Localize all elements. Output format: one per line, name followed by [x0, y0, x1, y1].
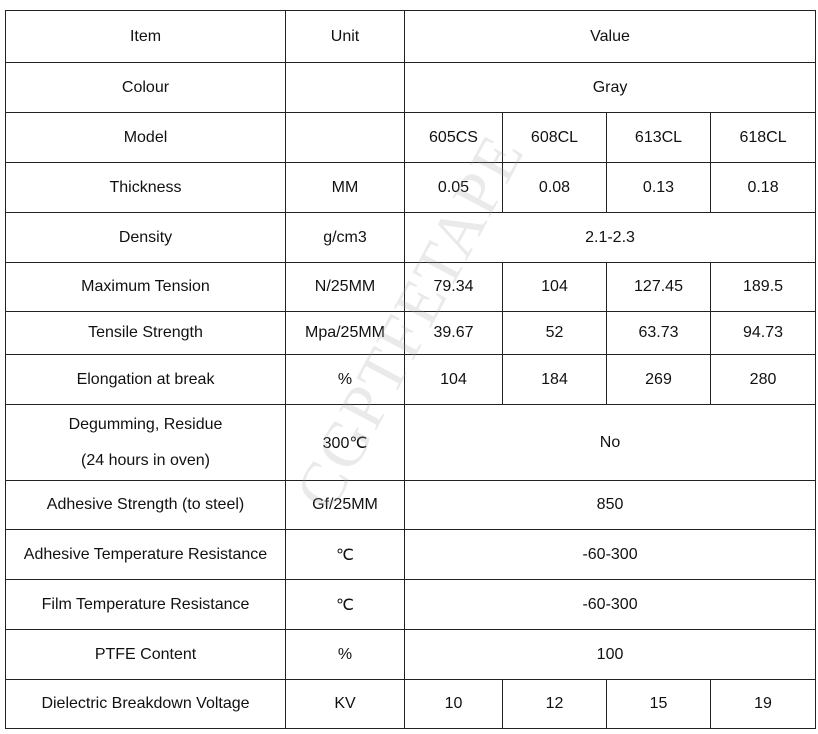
cell: No	[403, 404, 817, 481]
cell: Gf/25MM	[285, 480, 405, 530]
cell: g/cm3	[285, 212, 405, 263]
row: Adhesive Temperature Resistance ℃ -60-30…	[5, 529, 817, 580]
cell: ℃	[285, 579, 405, 630]
cell: MM	[285, 162, 405, 213]
row: Tensile Strength Mpa/25MM 39.67 52 63.73…	[5, 311, 817, 355]
cell: Gray	[403, 62, 817, 113]
cell: Adhesive Strength (to steel)	[5, 480, 286, 530]
cell: Film Temperature Resistance	[5, 579, 286, 630]
cell: PTFE Content	[5, 629, 286, 680]
cell: 280	[709, 354, 817, 405]
row: Adhesive Strength (to steel) Gf/25MM 850	[5, 480, 817, 530]
cell: 100	[403, 629, 817, 680]
cell: 269	[606, 354, 711, 405]
row: Maximum Tension N/25MM 79.34 104 127.45 …	[5, 262, 817, 312]
cell: 19	[709, 679, 817, 729]
cell: 850	[403, 480, 817, 530]
cell: Maximum Tension	[5, 262, 286, 312]
cell: Thickness	[5, 162, 286, 213]
row: Density g/cm3 2.1-2.3	[5, 212, 817, 263]
cell: 0.05	[404, 162, 503, 213]
cell-line: (24 hours in oven)	[81, 451, 210, 469]
header-cell: Item	[5, 10, 286, 63]
cell: N/25MM	[285, 262, 405, 312]
cell: 189.5	[709, 262, 817, 312]
row: Film Temperature Resistance ℃ -60-300	[5, 579, 817, 630]
cell: Tensile Strength	[5, 311, 286, 355]
cell: 608CL	[502, 112, 607, 163]
row: Model 605CS 608CL 613CL 618CL	[5, 112, 817, 163]
cell-line: Degumming, Residue	[68, 415, 223, 433]
cell: 184	[502, 354, 607, 405]
header-cell: Unit	[285, 10, 405, 63]
cell: 10	[404, 679, 503, 729]
cell: Degumming, Residue (24 hours in oven)	[5, 404, 286, 481]
cell: %	[285, 354, 405, 405]
row: Degumming, Residue (24 hours in oven) 30…	[5, 404, 817, 481]
cell: 618CL	[709, 112, 817, 163]
cell: 79.34	[404, 262, 503, 312]
cell: 12	[502, 679, 607, 729]
cell: 15	[606, 679, 711, 729]
cell: 613CL	[606, 112, 711, 163]
cell	[285, 62, 405, 113]
row: Dielectric Breakdown Voltage KV 10 12 15…	[5, 679, 817, 729]
cell: -60-300	[403, 529, 817, 580]
cell: KV	[285, 679, 405, 729]
cell: Adhesive Temperature Resistance	[5, 529, 286, 580]
row: Colour Gray	[5, 62, 817, 113]
cell: Mpa/25MM	[285, 311, 405, 355]
cell: 2.1-2.3	[403, 212, 817, 263]
cell: 605CS	[404, 112, 503, 163]
cell: Density	[5, 212, 286, 263]
cell: 0.18	[709, 162, 817, 213]
row: Thickness MM 0.05 0.08 0.13 0.18	[5, 162, 817, 213]
row: PTFE Content % 100	[5, 629, 817, 680]
cell: %	[285, 629, 405, 680]
cell: 104	[404, 354, 503, 405]
cell: Colour	[5, 62, 286, 113]
cell: 0.13	[606, 162, 711, 213]
cell: ℃	[285, 529, 405, 580]
cell: 127.45	[606, 262, 711, 312]
cell	[285, 112, 405, 163]
cell: 39.67	[404, 311, 503, 355]
header-cell: Value	[403, 10, 817, 63]
cell: Elongation at break	[5, 354, 286, 405]
spec-table: Item Unit Value Colour Gray Model 605CS …	[5, 10, 817, 729]
header-row: Item Unit Value	[5, 10, 817, 63]
cell: 63.73	[606, 311, 711, 355]
cell: 104	[502, 262, 607, 312]
row: Elongation at break % 104 184 269 280	[5, 354, 817, 405]
cell: 52	[502, 311, 607, 355]
cell: 94.73	[709, 311, 817, 355]
cell: 300℃	[285, 404, 405, 481]
cell: Dielectric Breakdown Voltage	[5, 679, 286, 729]
cell: Model	[5, 112, 286, 163]
cell: 0.08	[502, 162, 607, 213]
cell: -60-300	[403, 579, 817, 630]
